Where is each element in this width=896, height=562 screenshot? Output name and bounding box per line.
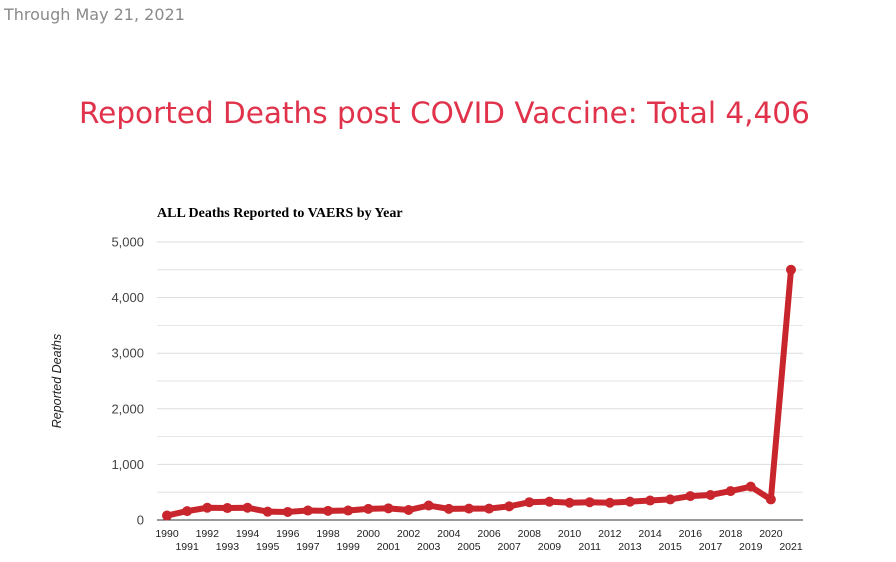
x-tick-label: 2012 (598, 528, 622, 540)
data-point (645, 495, 656, 506)
x-tick-labels: 1990199119921993199419951996199719981999… (155, 528, 803, 553)
data-point (745, 481, 756, 492)
data-point (262, 506, 273, 517)
y-tick-label: 4,000 (111, 290, 144, 305)
data-point (463, 503, 474, 514)
date-note: Through May 21, 2021 (4, 5, 185, 24)
data-point (363, 503, 374, 514)
data-point (443, 503, 454, 514)
y-axis-label: Reported Deaths (50, 334, 64, 429)
data-point (665, 494, 676, 505)
data-point (544, 496, 555, 507)
data-point (383, 503, 394, 514)
data-point (202, 502, 213, 513)
x-tick-label: 2009 (538, 541, 562, 553)
x-tick-label: 2013 (618, 541, 642, 553)
data-point (403, 504, 414, 515)
x-tick-label: 2008 (518, 528, 542, 540)
x-tick-label: 1998 (316, 528, 340, 540)
data-point (423, 500, 434, 511)
data-point (685, 491, 696, 502)
data-point (624, 496, 635, 507)
data-point (725, 486, 736, 497)
data-point (323, 505, 334, 516)
x-tick-label: 2010 (558, 528, 582, 540)
series-polyline (164, 266, 794, 519)
data-point (524, 497, 535, 508)
x-tick-label: 2018 (719, 528, 743, 540)
data-point (302, 505, 313, 516)
data-point (786, 264, 796, 275)
series-line (162, 264, 796, 521)
x-tick-label: 1992 (196, 528, 220, 540)
data-point (242, 502, 253, 513)
y-tick-label: 5,000 (111, 235, 144, 250)
x-tick-label: 1999 (336, 541, 360, 553)
gridlines (157, 241, 803, 493)
data-point (564, 497, 575, 508)
y-tick-label: 3,000 (111, 346, 144, 361)
data-point (282, 506, 293, 517)
x-tick-label: 2004 (437, 528, 461, 540)
headline: Reported Deaths post COVID Vaccine: Tota… (79, 96, 810, 130)
x-tick-label: 1997 (296, 541, 320, 553)
data-point (705, 489, 716, 500)
x-tick-label: 2005 (457, 541, 481, 553)
data-point (604, 497, 615, 508)
data-point (162, 510, 172, 521)
x-tick-label: 2007 (498, 541, 522, 553)
x-tick-label: 2017 (699, 541, 723, 553)
x-tick-label: 1996 (276, 528, 300, 540)
x-tick-label: 2000 (357, 528, 381, 540)
data-point (343, 505, 354, 516)
x-tick-label: 1991 (175, 541, 199, 553)
x-tick-label: 2020 (759, 528, 783, 540)
data-point (765, 494, 776, 505)
x-tick-label: 2011 (578, 541, 601, 553)
data-point (484, 503, 495, 514)
x-tick-label: 2003 (417, 541, 441, 553)
chart-title: ALL Deaths Reported to VAERS by Year (157, 206, 403, 221)
x-tick-label: 1994 (236, 528, 260, 540)
y-tick-labels: 0 1,000 2,000 3,000 4,000 5,000 (111, 235, 144, 528)
x-tick-label: 2021 (779, 541, 803, 553)
data-point (584, 497, 595, 508)
data-point (504, 501, 515, 512)
x-tick-label: 2019 (739, 541, 763, 553)
y-tick-label: 0 (137, 513, 144, 528)
data-point (222, 503, 233, 514)
x-tick-label: 1993 (216, 541, 240, 553)
x-tick-label: 2015 (659, 541, 683, 553)
x-tick-label: 2016 (679, 528, 703, 540)
y-tick-label: 2,000 (111, 401, 144, 416)
x-tick-label: 2014 (638, 528, 662, 540)
x-tick-label: 2001 (377, 541, 401, 553)
x-tick-label: 1990 (155, 528, 179, 540)
y-tick-label: 1,000 (111, 457, 144, 472)
x-tick-label: 2006 (477, 528, 501, 540)
x-tick-label: 1995 (256, 541, 280, 553)
x-tick-label: 2002 (397, 528, 421, 540)
data-point (182, 506, 193, 517)
